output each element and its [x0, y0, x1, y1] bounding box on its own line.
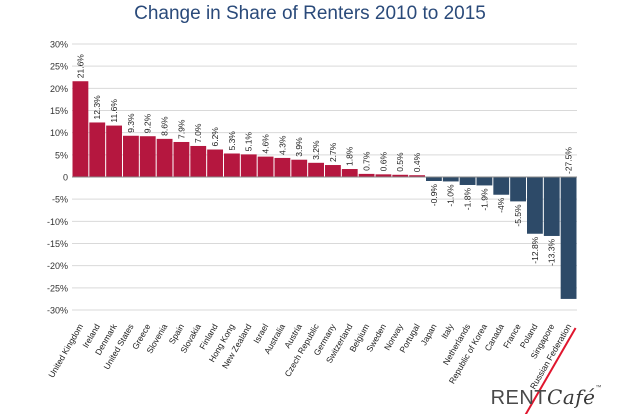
- y-tick-label: -20%: [47, 261, 68, 271]
- y-tick-label: 5%: [55, 150, 68, 160]
- y-tick-label: 30%: [50, 40, 68, 50]
- data-label: -0.9%: [429, 184, 439, 207]
- y-tick-label: -25%: [47, 283, 68, 293]
- bar: [493, 177, 510, 195]
- data-label: -1.0%: [446, 184, 456, 207]
- bar: [341, 169, 358, 177]
- data-label: 3.2%: [311, 140, 321, 160]
- data-label: 4.3%: [277, 135, 287, 155]
- bar: [426, 177, 442, 181]
- bar: [392, 174, 409, 177]
- data-label: -5.5%: [513, 204, 523, 227]
- data-label: 7.0%: [193, 123, 203, 143]
- bar: [375, 174, 392, 177]
- highlight-underline: [524, 327, 577, 414]
- logo-cafe: Café: [547, 385, 596, 409]
- bar: [510, 177, 526, 202]
- data-label: 0.4%: [412, 152, 422, 172]
- data-label: -1.9%: [479, 188, 489, 211]
- bar: [543, 177, 560, 236]
- rentcafe-logo: RENTCafé™: [491, 385, 602, 410]
- data-label: 12.3%: [92, 95, 102, 120]
- y-tick-label: -5%: [52, 195, 68, 205]
- bar: [89, 122, 106, 177]
- bar: [207, 149, 223, 177]
- data-label: 1.8%: [345, 146, 355, 166]
- x-tick-label: Japan: [418, 322, 438, 347]
- y-tick-label: 20%: [50, 84, 68, 94]
- bar: [358, 173, 375, 177]
- data-label: 8.6%: [160, 116, 170, 136]
- bar: [190, 145, 207, 177]
- y-tick-label: 0: [63, 173, 68, 183]
- bar: [308, 162, 324, 177]
- bar: [442, 177, 459, 182]
- logo-rent: RENT: [490, 387, 548, 409]
- bar: [476, 177, 493, 186]
- bar: [123, 135, 139, 177]
- data-label: -27.5%: [564, 147, 574, 174]
- data-label: 21.6%: [75, 54, 85, 79]
- bar: [560, 177, 577, 299]
- bar: [459, 177, 476, 185]
- bar: [409, 175, 425, 177]
- data-label: 11.6%: [109, 99, 119, 123]
- data-label: 2.7%: [328, 142, 338, 162]
- data-label: 9.3%: [126, 113, 136, 133]
- y-tick-label: 15%: [50, 106, 68, 116]
- data-label: 5.3%: [227, 131, 237, 151]
- chart-title: Change in Share of Renters 2010 to 2015: [134, 3, 486, 24]
- data-label: 7.9%: [176, 119, 186, 139]
- bar: [325, 165, 341, 177]
- data-label: 0.6%: [378, 152, 388, 172]
- data-label: 9.2%: [143, 113, 153, 133]
- bar: [156, 138, 173, 177]
- bar: [291, 159, 308, 177]
- data-label: 0.7%: [362, 151, 372, 171]
- y-tick-label: 25%: [50, 62, 68, 72]
- x-tick-label: Italy: [439, 321, 456, 340]
- bar: [224, 153, 240, 177]
- bar: [527, 177, 543, 234]
- data-label: 6.2%: [210, 127, 220, 147]
- bar: [173, 141, 190, 177]
- y-tick-label: -15%: [47, 239, 68, 249]
- data-label: 4.6%: [261, 134, 271, 154]
- y-tick-label: -30%: [47, 306, 68, 316]
- bar: [72, 81, 89, 177]
- x-tick-label: United Kingdom: [46, 322, 85, 379]
- bar: [257, 156, 274, 177]
- logo-tm: ™: [595, 385, 602, 391]
- data-label: -1.8%: [463, 188, 473, 211]
- y-tick-label: -10%: [47, 217, 68, 227]
- data-label: 3.9%: [294, 137, 304, 157]
- bar: [106, 125, 122, 177]
- data-label: -13.3%: [547, 239, 557, 266]
- data-label: 5.1%: [244, 132, 254, 152]
- bar: [240, 154, 257, 177]
- data-label: -4%: [496, 197, 506, 213]
- data-label: -12.8%: [530, 236, 540, 263]
- bar: [274, 157, 291, 177]
- data-label: 0.5%: [395, 152, 405, 172]
- y-tick-label: 10%: [50, 128, 68, 138]
- bar: [139, 136, 156, 177]
